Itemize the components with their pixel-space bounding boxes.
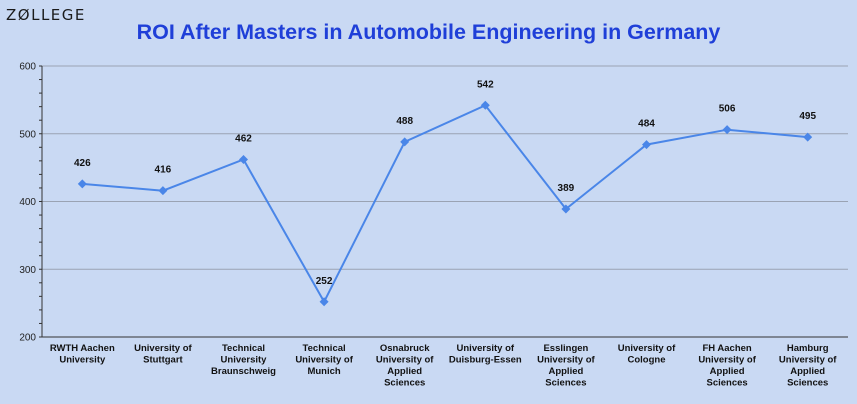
data-label-5: 542: [477, 79, 494, 90]
data-label-7: 484: [638, 119, 655, 130]
data-point-6: [561, 204, 571, 214]
y-tick-label-500: 500: [19, 129, 36, 140]
data-points: [77, 100, 813, 307]
series-line: [82, 104, 808, 304]
series-line-layer: [82, 104, 808, 304]
zollege-logo: ZØLLEGE: [6, 6, 86, 24]
gridlines: [42, 65, 848, 270]
data-point-3: [319, 297, 329, 307]
data-label-1: 416: [155, 165, 172, 176]
x-tick-label-3: Technical University of Munich: [295, 343, 353, 377]
x-tick-label-4: Osnabruck University of Applied Sciences: [376, 343, 434, 389]
y-tick-label-200: 200: [19, 333, 36, 344]
x-tick-label-6: Esslingen University of Applied Sciences: [537, 343, 595, 389]
x-tick-label-8: FH Aachen University of Applied Sciences: [698, 343, 756, 389]
labels: 200 300 400 500 600 426 416 462 252 488 542 389 484 5…: [19, 62, 837, 389]
x-tick-label-7: University of Cologne: [618, 343, 676, 366]
x-tick-label-2: Technical University Braunschweig: [211, 343, 276, 377]
data-point-7: [642, 140, 651, 150]
data-point-5: [480, 100, 490, 110]
x-tick-label-9: Hamburg University of Applied Sciences: [779, 343, 837, 389]
data-label-8: 506: [719, 104, 736, 115]
data-label-6: 389: [558, 183, 575, 194]
x-tick-label-5: University of Duisburg-Essen: [449, 343, 522, 366]
axes: [39, 65, 848, 338]
data-label-0: 426: [74, 158, 91, 169]
data-point-1: [158, 186, 168, 196]
data-label-3: 252: [316, 276, 333, 287]
data-point-4: [400, 137, 410, 147]
x-tick-label-0: RWTH Aachen University: [50, 343, 115, 366]
y-tick-label-600: 600: [19, 62, 36, 73]
data-point-0: [77, 179, 87, 189]
data-point-8: [722, 125, 732, 135]
y-tick-label-300: 300: [19, 265, 36, 276]
x-tick-label-1: University of Stuttgart: [134, 343, 192, 366]
data-label-2: 462: [235, 133, 252, 144]
chart-title: ROI After Masters in Automobile Engineer…: [136, 20, 721, 44]
data-label-9: 495: [799, 111, 816, 122]
y-tick-label-400: 400: [19, 197, 36, 208]
data-point-9: [803, 132, 813, 142]
data-point-2: [239, 154, 248, 164]
data-label-4: 488: [396, 116, 413, 127]
